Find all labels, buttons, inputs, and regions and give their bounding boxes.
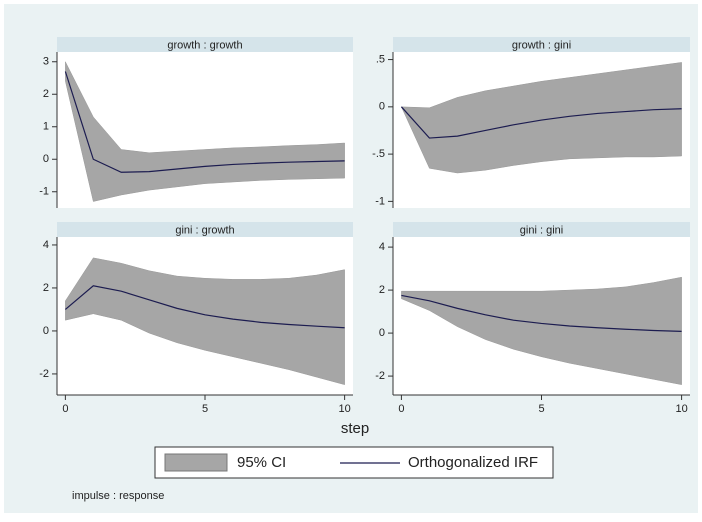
y-tick-label: 4 — [379, 241, 385, 253]
ci-band — [401, 276, 682, 385]
y-tick-label: -1 — [375, 195, 385, 207]
x-tick-label: 10 — [675, 403, 687, 415]
y-tick-label: 0 — [43, 153, 49, 165]
y-tick-label: 1 — [43, 121, 49, 133]
y-tick-label: .5 — [376, 53, 385, 65]
y-tick-label: -2 — [375, 370, 385, 382]
panel-title: gini : growth — [175, 224, 234, 236]
x-tick-label: 5 — [202, 403, 208, 415]
y-tick-label: -2 — [39, 368, 49, 380]
y-tick-label: 0 — [43, 325, 49, 337]
title-strip — [57, 37, 353, 52]
y-tick-label: 2 — [43, 88, 49, 100]
x-tick-label: 10 — [338, 403, 350, 415]
irf-line — [64, 71, 345, 173]
ci-band — [65, 61, 345, 202]
title-strip — [393, 37, 690, 52]
y-tick-label: 0 — [379, 327, 385, 339]
y-tick-label: 2 — [379, 284, 385, 296]
legend-label: 95% CI — [237, 454, 286, 471]
y-tick-label: -.5 — [372, 148, 385, 160]
x-tick-label: 0 — [62, 403, 68, 415]
irf-line — [400, 106, 682, 139]
panel-title: growth : gini — [512, 39, 571, 51]
panel-title: growth : growth — [167, 39, 242, 51]
y-tick-label: 4 — [43, 239, 49, 251]
x-tick-label: 0 — [398, 403, 404, 415]
legend-swatch — [164, 453, 228, 472]
note: impulse : response — [72, 490, 164, 502]
panel-title: gini : gini — [520, 224, 563, 236]
y-tick-label: -1 — [39, 186, 49, 198]
y-tick-label: 3 — [43, 56, 49, 68]
title-strip — [57, 222, 353, 237]
title-strip — [393, 222, 690, 237]
y-tick-label: 0 — [379, 101, 385, 113]
legend-label: Orthogonalized IRF — [408, 454, 538, 471]
y-tick-label: 2 — [43, 282, 49, 294]
x-tick-label: 5 — [538, 403, 544, 415]
x-axis-label: step — [341, 420, 369, 437]
irf-line — [401, 294, 682, 332]
irf-line — [64, 285, 345, 329]
ci-band — [65, 257, 345, 386]
